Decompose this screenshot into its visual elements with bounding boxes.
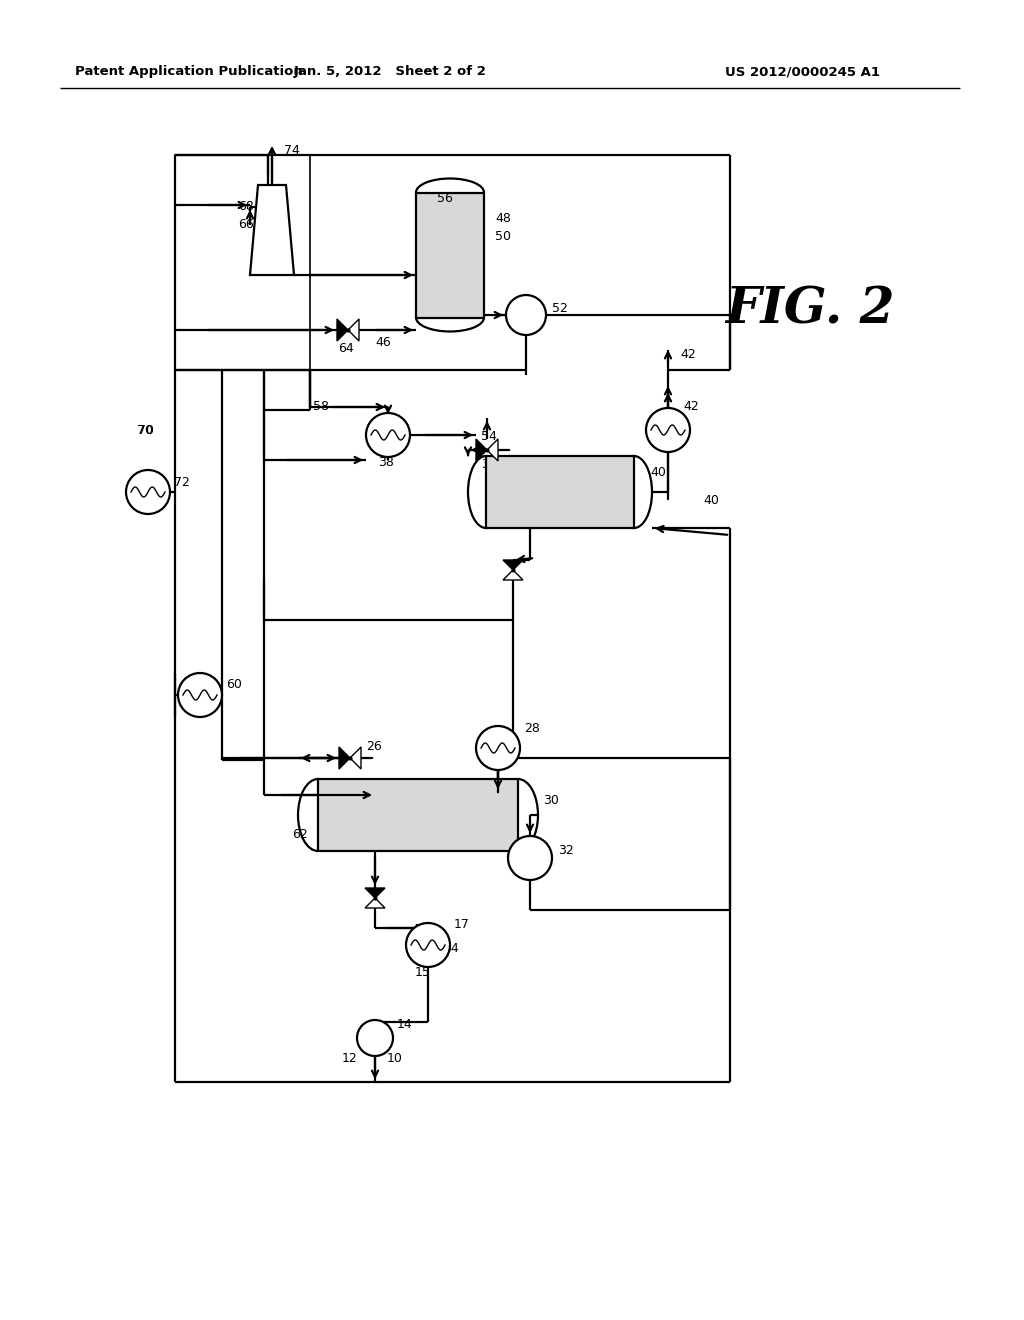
Text: 46: 46 — [375, 337, 391, 350]
Text: 64: 64 — [338, 342, 354, 355]
Polygon shape — [339, 747, 350, 770]
Text: 56: 56 — [437, 191, 453, 205]
Polygon shape — [503, 570, 523, 579]
Text: 44: 44 — [378, 445, 394, 458]
Text: 15: 15 — [415, 965, 431, 978]
Polygon shape — [337, 319, 348, 341]
Text: US 2012/0000245 A1: US 2012/0000245 A1 — [725, 66, 880, 78]
Bar — [318, 779, 518, 851]
Text: 70: 70 — [138, 424, 154, 437]
Circle shape — [508, 836, 552, 880]
Text: 42: 42 — [680, 348, 695, 362]
Text: 42: 42 — [683, 400, 698, 412]
Bar — [175, 154, 310, 370]
Polygon shape — [350, 747, 361, 770]
Text: 36: 36 — [481, 458, 497, 470]
Text: 66: 66 — [239, 219, 254, 231]
Text: 72: 72 — [174, 475, 189, 488]
Circle shape — [506, 294, 546, 335]
Polygon shape — [365, 888, 385, 898]
Text: Jan. 5, 2012   Sheet 2 of 2: Jan. 5, 2012 Sheet 2 of 2 — [294, 66, 486, 78]
Text: 40: 40 — [650, 466, 666, 479]
Polygon shape — [348, 319, 359, 341]
Circle shape — [366, 413, 410, 457]
Text: 30: 30 — [543, 793, 559, 807]
Text: 60: 60 — [226, 678, 242, 692]
Polygon shape — [487, 440, 498, 461]
Text: 50: 50 — [495, 230, 511, 243]
Bar — [416, 193, 484, 318]
Text: 38: 38 — [378, 457, 394, 470]
Text: 32: 32 — [558, 843, 573, 857]
Text: 52: 52 — [552, 301, 568, 314]
Text: FIG. 2: FIG. 2 — [725, 285, 895, 334]
Text: 26: 26 — [366, 739, 382, 752]
Text: 70: 70 — [137, 424, 153, 437]
Circle shape — [476, 726, 520, 770]
Text: 17: 17 — [454, 919, 470, 932]
Text: 74: 74 — [284, 144, 300, 157]
Circle shape — [357, 1020, 393, 1056]
Text: 54: 54 — [481, 429, 497, 442]
Circle shape — [178, 673, 222, 717]
Polygon shape — [365, 898, 385, 908]
Text: 68: 68 — [239, 201, 254, 214]
Text: 40: 40 — [703, 494, 719, 507]
Polygon shape — [476, 440, 487, 461]
Circle shape — [406, 923, 450, 968]
Text: 48: 48 — [495, 211, 511, 224]
Polygon shape — [250, 185, 294, 275]
Text: 14: 14 — [397, 1019, 413, 1031]
Circle shape — [126, 470, 170, 513]
Bar — [486, 455, 634, 528]
Text: 28: 28 — [524, 722, 540, 734]
Circle shape — [646, 408, 690, 451]
Text: 58: 58 — [313, 400, 329, 413]
Text: 12: 12 — [341, 1052, 357, 1064]
Text: 62: 62 — [292, 829, 308, 842]
Polygon shape — [503, 560, 523, 570]
Text: 34: 34 — [443, 941, 459, 954]
Text: 10: 10 — [387, 1052, 402, 1064]
Text: Patent Application Publication: Patent Application Publication — [75, 66, 303, 78]
